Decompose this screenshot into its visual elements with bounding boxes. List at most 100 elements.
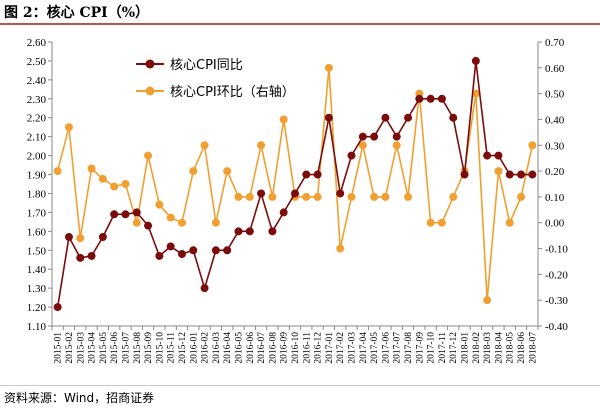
core-cpi-mom-point <box>53 167 62 176</box>
x-tick-label: 2017-01 <box>325 332 335 364</box>
core-cpi-yoy-point <box>528 170 537 179</box>
core-cpi-yoy-point <box>64 233 73 242</box>
core-cpi-yoy-point <box>87 251 96 260</box>
x-tick-label: 2018-02 <box>472 332 482 364</box>
core-cpi-mom-point <box>98 174 107 183</box>
core-cpi-yoy-point <box>381 113 390 122</box>
y-right-tick-label: 0.10 <box>545 192 565 204</box>
core-cpi-mom-point <box>528 141 537 150</box>
y-right-tick-label: -0.10 <box>545 244 568 256</box>
y-left-tick-label: 1.20 <box>27 302 47 314</box>
core-cpi-yoy-point <box>257 189 266 198</box>
core-cpi-yoy-point <box>223 246 232 255</box>
core-cpi-yoy-point <box>517 170 526 179</box>
x-tick-label: 2016-10 <box>291 332 301 364</box>
x-tick-label: 2016-12 <box>314 332 324 364</box>
core-cpi-yoy-point <box>291 189 299 198</box>
x-tick-label: 2017-08 <box>404 332 414 364</box>
core-cpi-mom-point <box>211 218 220 227</box>
x-tick-label: 2015-08 <box>133 332 143 364</box>
x-tick-label: 2016-02 <box>201 332 211 364</box>
x-tick-label: 2018-01 <box>461 332 471 364</box>
core-cpi-yoy-point <box>302 170 311 179</box>
y-right-tick-label: 0.40 <box>545 114 565 126</box>
y-left-tick-label: 2.30 <box>27 94 47 106</box>
x-tick-label: 2016-08 <box>268 332 278 364</box>
y-left-tick-label: 1.80 <box>27 188 47 200</box>
core-cpi-mom-point <box>381 192 390 201</box>
x-tick-label: 2018-03 <box>483 332 493 364</box>
core-cpi-mom-point <box>302 192 311 201</box>
core-cpi-mom-point <box>404 192 413 201</box>
x-tick-label: 2016-06 <box>246 332 256 364</box>
core-cpi-mom-point <box>245 192 254 201</box>
y-left-tick-label: 2.40 <box>27 75 47 87</box>
x-tick-label: 2015-01 <box>54 332 64 364</box>
core-cpi-yoy-point <box>200 284 209 293</box>
x-tick-label: 2016-09 <box>280 332 290 364</box>
core-cpi-yoy-point <box>415 94 424 103</box>
core-cpi-yoy-point <box>245 227 254 236</box>
y-right-tick-label: -0.20 <box>545 269 568 281</box>
x-tick-label: 2015-02 <box>65 332 75 364</box>
y-left-tick-label: 1.10 <box>27 321 47 333</box>
core-cpi-mom-point <box>483 296 492 305</box>
core-cpi-mom-point <box>144 151 153 160</box>
y-left-tick-label: 2.50 <box>27 56 47 68</box>
core-cpi-yoy-point <box>336 189 345 198</box>
core-cpi-yoy-point <box>144 221 153 230</box>
core-cpi-mom-point <box>358 141 367 150</box>
core-cpi-mom-point <box>189 167 198 176</box>
x-tick-label: 2018-05 <box>506 332 516 364</box>
core-cpi-mom-point <box>64 123 73 132</box>
core-cpi-mom-point <box>437 218 446 227</box>
core-cpi-mom-point <box>121 180 130 188</box>
x-tick-label: 2016-07 <box>257 332 267 364</box>
x-tick-label: 2016-11 <box>302 332 312 364</box>
x-tick-label: 2016-01 <box>189 332 199 364</box>
core-cpi-mom-point <box>76 234 85 243</box>
x-tick-label: 2017-12 <box>449 332 459 364</box>
core-cpi-mom-point <box>166 213 175 222</box>
x-tick-label: 2015-07 <box>121 332 131 364</box>
core-cpi-mom-point <box>234 192 243 201</box>
core-cpi-mom-point <box>155 200 164 209</box>
legend-label: 核心CPI环比（右轴） <box>170 85 295 100</box>
figure-title: 图 2：核心 CPI（%） <box>4 5 150 21</box>
x-tick-label: 2017-05 <box>370 332 380 364</box>
core-cpi-yoy-point <box>268 227 277 236</box>
core-cpi-yoy-point <box>471 56 480 65</box>
core-cpi-mom-point <box>132 218 141 227</box>
y-left-tick-label: 2.10 <box>27 132 47 144</box>
core-cpi-yoy-point <box>404 113 413 122</box>
x-tick-label: 2015-12 <box>178 332 188 364</box>
y-left-tick-label: 1.50 <box>27 245 47 257</box>
y-right-tick-label: 0.50 <box>545 89 565 101</box>
core-cpi-mom-point <box>494 167 503 176</box>
core-cpi-mom-point <box>257 141 266 150</box>
y-right-tick-label: 0.00 <box>545 218 565 230</box>
core-cpi-yoy-point <box>234 227 243 236</box>
core-cpi-mom-point <box>177 218 186 227</box>
x-tick-label: 2017-07 <box>393 332 403 364</box>
core-cpi-mom-point <box>347 192 356 201</box>
y-left-tick-label: 1.60 <box>27 226 47 238</box>
x-tick-label: 2016-05 <box>234 332 244 364</box>
x-tick-label: 2017-04 <box>359 332 369 364</box>
core-cpi-mom-point <box>223 167 232 176</box>
core-cpi-yoy-point <box>460 170 469 179</box>
y-right-tick-label: -0.40 <box>545 321 568 333</box>
x-tick-label: 2015-10 <box>155 332 165 364</box>
core-cpi-yoy-point <box>358 132 367 141</box>
core-cpi-yoy-point <box>483 151 492 160</box>
x-tick-label: 2016-03 <box>212 332 222 364</box>
core-cpi-yoy-point <box>98 233 107 242</box>
core-cpi-yoy-point <box>494 151 503 160</box>
core-cpi-yoy-point <box>313 170 322 179</box>
core-cpi-yoy-point <box>177 250 186 259</box>
core-cpi-mom-point <box>392 141 401 150</box>
core-cpi-mom-point <box>426 218 435 227</box>
core-cpi-yoy-point <box>505 170 514 179</box>
legend-marker <box>145 59 155 69</box>
y-right-tick-label: -0.30 <box>545 295 568 307</box>
